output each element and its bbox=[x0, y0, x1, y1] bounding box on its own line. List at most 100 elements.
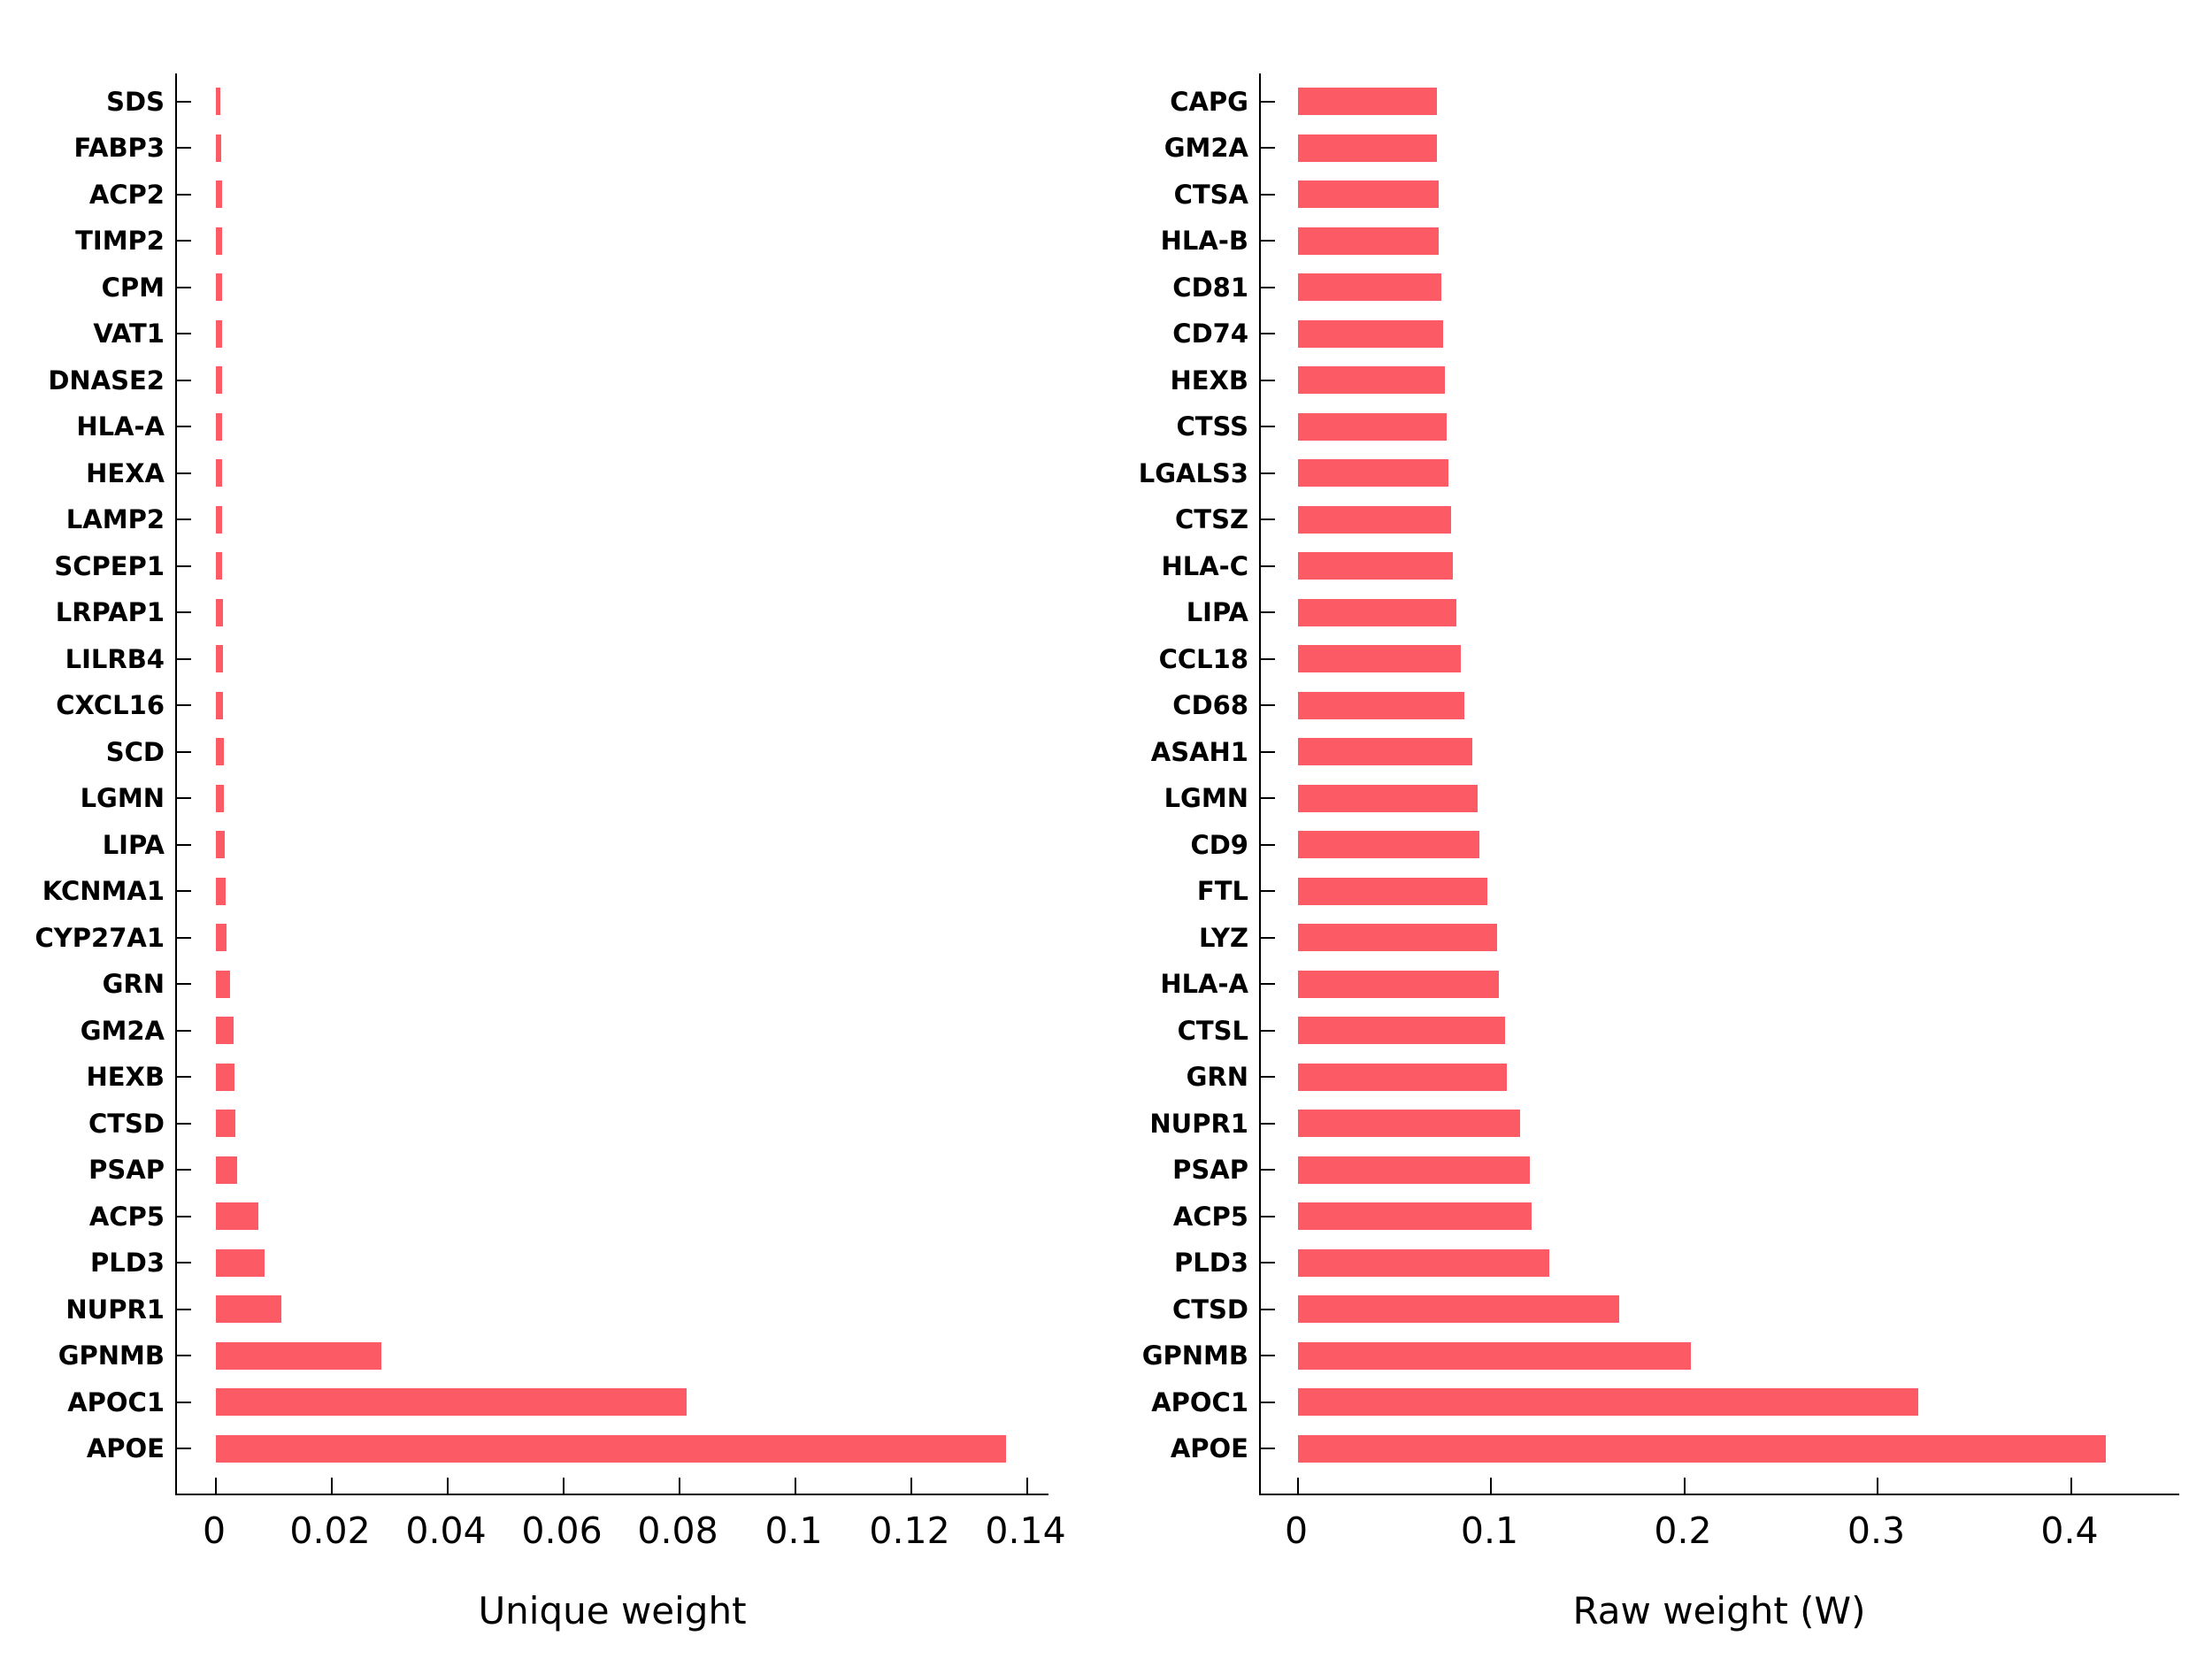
bar-lgmn bbox=[1297, 784, 1479, 812]
y-tick bbox=[1261, 1355, 1275, 1356]
gene-label-vat1: VAT1 bbox=[93, 319, 165, 349]
bar-vat1 bbox=[216, 319, 222, 348]
y-tick bbox=[177, 1076, 191, 1078]
y-tick bbox=[177, 286, 191, 288]
gene-label-ccl18: CCL18 bbox=[1158, 643, 1248, 674]
bar-scpep1 bbox=[216, 552, 223, 580]
y-tick bbox=[177, 704, 191, 706]
y-tick bbox=[177, 843, 191, 846]
bar-ctsd bbox=[216, 1110, 235, 1137]
x-tick bbox=[447, 1478, 449, 1494]
bar-apoc1 bbox=[1297, 1388, 1919, 1416]
y-tick bbox=[1261, 565, 1275, 567]
bar-lamp2 bbox=[216, 505, 223, 534]
x-tick-label: 0.1 bbox=[1460, 1509, 1519, 1552]
x-tick bbox=[795, 1478, 797, 1494]
gene-label-scpep1: SCPEP1 bbox=[54, 550, 165, 581]
gene-label-nupr1: NUPR1 bbox=[1149, 1108, 1248, 1139]
y-tick bbox=[177, 1215, 191, 1217]
gene-label-hla-b: HLA-B bbox=[1160, 226, 1248, 256]
bar-apoe bbox=[1297, 1434, 2107, 1463]
bar-ctsz bbox=[1297, 505, 1451, 534]
y-tick bbox=[1261, 379, 1275, 381]
gene-label-kcnma1: KCNMA1 bbox=[42, 876, 165, 906]
y-tick bbox=[1261, 1308, 1275, 1310]
y-tick bbox=[177, 1122, 191, 1125]
gene-label-apoc1: APOC1 bbox=[1151, 1386, 1248, 1417]
y-tick bbox=[1261, 1448, 1275, 1449]
bar-apoe bbox=[216, 1434, 1006, 1463]
x-tick bbox=[679, 1478, 681, 1494]
gene-label-gm2a: GM2A bbox=[80, 1015, 165, 1046]
bar-grn bbox=[216, 970, 230, 998]
x-tick-label: 0.08 bbox=[637, 1509, 718, 1552]
x-tick bbox=[1683, 1478, 1686, 1494]
gene-label-gm2a: GM2A bbox=[1164, 133, 1248, 163]
bar-pld3 bbox=[1297, 1248, 1550, 1277]
x-tick bbox=[563, 1478, 565, 1494]
x-tick-label: 0 bbox=[1284, 1509, 1309, 1552]
y-tick bbox=[1261, 1215, 1275, 1217]
y-tick bbox=[177, 936, 191, 939]
bar-gpnmb bbox=[1297, 1341, 1691, 1370]
x-axis-title-raw-weight: Raw weight (W) bbox=[1572, 1589, 1866, 1632]
x-tick-label: 0 bbox=[202, 1509, 227, 1552]
gene-label-grn: GRN bbox=[102, 969, 165, 999]
gene-label-timp2: TIMP2 bbox=[75, 226, 165, 256]
gene-label-ctsz: CTSZ bbox=[1175, 504, 1248, 534]
y-tick bbox=[1261, 983, 1275, 985]
gene-label-ftl: FTL bbox=[1196, 876, 1248, 906]
y-tick bbox=[177, 611, 191, 613]
bar-cd81 bbox=[1297, 273, 1441, 301]
gene-label-lilrb4: LILRB4 bbox=[65, 643, 165, 674]
bar-hexb bbox=[1297, 366, 1446, 394]
bar-lrpap1 bbox=[216, 598, 223, 626]
bar-cd74 bbox=[1297, 319, 1443, 348]
y-tick bbox=[177, 1448, 191, 1449]
x-tick bbox=[1026, 1478, 1029, 1494]
y-tick bbox=[1261, 657, 1275, 660]
y-tick bbox=[1261, 1076, 1275, 1078]
gene-label-lrpap1: LRPAP1 bbox=[55, 597, 165, 627]
bar-grn bbox=[1297, 1063, 1507, 1091]
bar-acp2 bbox=[216, 180, 222, 208]
bar-scd bbox=[216, 738, 224, 765]
y-tick bbox=[177, 1262, 191, 1263]
y-tick bbox=[1261, 1401, 1275, 1403]
y-tick bbox=[1261, 1169, 1275, 1171]
x-tick bbox=[215, 1478, 218, 1494]
bar-ctss bbox=[1297, 412, 1448, 441]
gene-label-cpm: CPM bbox=[101, 272, 165, 303]
x-tick-label: 0.1 bbox=[764, 1509, 823, 1552]
y-tick bbox=[177, 1029, 191, 1032]
gene-label-cxcl16: CXCL16 bbox=[56, 690, 165, 720]
x-tick-label: 0.02 bbox=[289, 1509, 371, 1552]
y-tick bbox=[177, 147, 191, 149]
x-axis-title-unique-weight: Unique weight bbox=[478, 1589, 747, 1632]
y-tick bbox=[1261, 750, 1275, 753]
gene-label-pld3: PLD3 bbox=[1174, 1248, 1248, 1278]
gene-label-sds: SDS bbox=[106, 86, 165, 117]
bar-cpm bbox=[216, 273, 222, 301]
y-tick bbox=[1261, 472, 1275, 474]
gene-label-cd68: CD68 bbox=[1172, 690, 1248, 720]
x-tick bbox=[1296, 1478, 1299, 1494]
x-tick bbox=[910, 1478, 913, 1494]
gene-label-psap: PSAP bbox=[88, 1155, 165, 1185]
gene-label-lyz: LYZ bbox=[1199, 922, 1248, 953]
bar-cd9 bbox=[1297, 831, 1480, 858]
bar-ftl bbox=[1297, 877, 1488, 905]
bar-apoc1 bbox=[216, 1388, 687, 1416]
gene-label-acp5: ACP5 bbox=[88, 1201, 165, 1232]
x-tick-label: 0.12 bbox=[869, 1509, 950, 1552]
bar-psap bbox=[1297, 1156, 1531, 1184]
bar-lgals3 bbox=[1297, 459, 1449, 487]
y-tick bbox=[177, 472, 191, 474]
bar-nupr1 bbox=[1297, 1110, 1521, 1137]
bar-ctsl bbox=[1297, 1017, 1505, 1044]
bar-cd68 bbox=[1297, 691, 1464, 719]
x-tick-label: 0.04 bbox=[405, 1509, 487, 1552]
y-tick bbox=[1261, 240, 1275, 242]
y-tick bbox=[1261, 1122, 1275, 1125]
bar-hla-b bbox=[1297, 227, 1440, 255]
